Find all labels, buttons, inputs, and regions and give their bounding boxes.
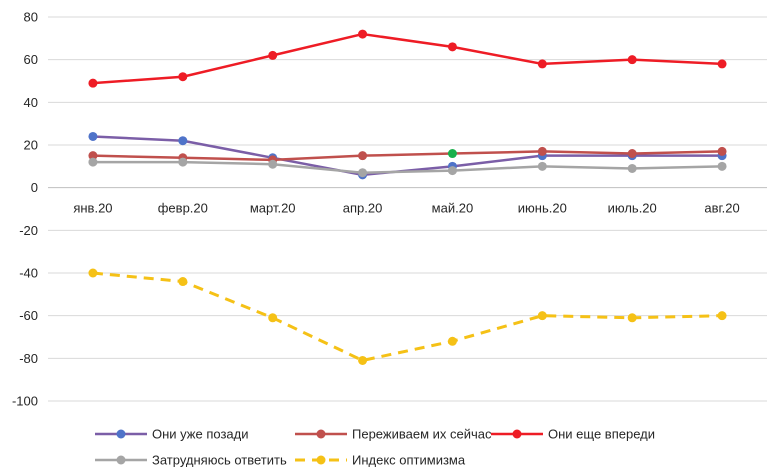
legend-label: Они уже позади [152, 427, 249, 442]
y-tick-label: 80 [24, 10, 38, 25]
legend-swatch-marker [316, 429, 326, 439]
data-point [717, 146, 727, 156]
data-point [268, 159, 278, 169]
data-point [358, 29, 368, 39]
x-tick-label: авг.20 [704, 201, 739, 216]
legend-item: Индекс оптимизма [295, 453, 466, 468]
series-line [92, 271, 723, 362]
series-4 [88, 268, 727, 365]
data-point [537, 59, 547, 69]
data-point [627, 149, 637, 159]
data-point [537, 146, 547, 156]
legend-label: Переживаем их сейчас [352, 427, 492, 442]
data-point [627, 55, 637, 65]
y-tick-label: 60 [24, 52, 38, 67]
y-tick-label: -100 [12, 394, 38, 409]
x-tick-label: март.20 [250, 201, 296, 216]
data-point [268, 313, 278, 323]
data-point [88, 268, 98, 278]
data-point [178, 157, 188, 167]
data-point [447, 42, 457, 52]
gridlines [48, 16, 767, 402]
data-point [717, 59, 727, 69]
legend-label: Они еще впереди [548, 427, 655, 442]
series-line [92, 150, 723, 162]
series-2 [88, 29, 727, 88]
x-tick-label: май.20 [432, 201, 474, 216]
legend-swatch-marker [116, 429, 126, 439]
series-line [92, 32, 723, 85]
data-point [447, 149, 457, 159]
data-point [627, 163, 637, 173]
legend-label: Индекс оптимизма [352, 453, 466, 468]
data-point [88, 131, 98, 141]
legend-item: Затрудняюсь ответить [95, 453, 287, 468]
legend: Они уже позади Переживаем их сейчас Они ещ… [95, 427, 655, 468]
y-tick-label: -40 [19, 266, 38, 281]
y-tick-label: -20 [19, 223, 38, 238]
y-tick-label: -60 [19, 308, 38, 323]
y-tick-label: 40 [24, 95, 38, 110]
x-tick-label: июль.20 [608, 201, 657, 216]
data-point [88, 151, 98, 161]
y-tick-label: 0 [31, 180, 38, 195]
series-3 [88, 157, 727, 178]
data-point [178, 136, 188, 146]
data-point [717, 311, 727, 321]
legend-item: Они уже позади [95, 427, 249, 442]
data-point [178, 72, 188, 82]
legend-swatch-marker [116, 455, 126, 465]
data-point [268, 50, 278, 60]
y-axis: 80 60 40 20 0 -20 -40 -60 -80 -100 [12, 10, 38, 409]
data-point [447, 336, 457, 346]
data-point [447, 166, 457, 176]
data-point [627, 313, 637, 323]
legend-label: Затрудняюсь ответить [152, 453, 287, 468]
legend-swatch-marker [512, 429, 522, 439]
legend-swatch-marker [316, 455, 326, 465]
legend-item: Они еще впереди [491, 427, 655, 442]
data-point [178, 277, 188, 287]
data-point [358, 168, 368, 178]
series-layer [88, 29, 727, 365]
y-tick-label: 20 [24, 138, 38, 153]
x-tick-label: февр.20 [158, 201, 208, 216]
y-tick-label: -80 [19, 351, 38, 366]
data-point [358, 151, 368, 161]
data-point [358, 355, 368, 365]
x-tick-label: апр.20 [343, 201, 383, 216]
data-point [537, 311, 547, 321]
data-point [88, 78, 98, 88]
x-axis: янв.20 февр.20 март.20 апр.20 май.20 июнь.20 и… [73, 201, 739, 216]
data-point [537, 161, 547, 171]
data-point [717, 161, 727, 171]
legend-item: Переживаем их сейчас [295, 427, 492, 442]
data-point [88, 157, 98, 167]
series-line [92, 160, 723, 174]
x-tick-label: янв.20 [73, 201, 112, 216]
x-tick-label: июнь.20 [518, 201, 567, 216]
